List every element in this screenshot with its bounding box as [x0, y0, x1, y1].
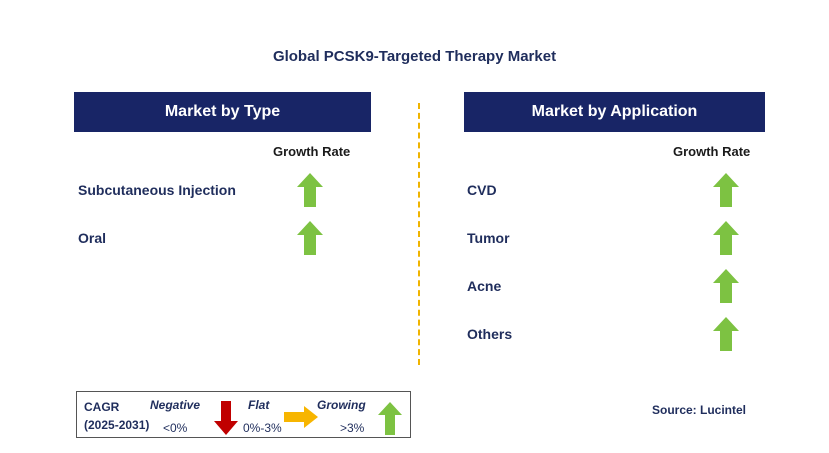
- legend-flat-range: 0%-3%: [243, 421, 282, 435]
- source-credit: Source: Lucintel: [652, 403, 747, 417]
- growth-up-arrow-icon: [297, 173, 323, 207]
- application-item-label: Tumor: [467, 230, 510, 246]
- flat-right-arrow-icon: [284, 406, 318, 428]
- application-growth-rate-label: Growth Rate: [673, 144, 751, 159]
- type-panel-header: Market by Type: [74, 92, 371, 132]
- page-title: Global PCSK9-Targeted Therapy Market: [272, 48, 557, 65]
- negative-down-arrow-icon: [214, 401, 238, 435]
- legend-flat-label: Flat: [248, 398, 270, 412]
- application-item-label: Acne: [467, 278, 502, 294]
- growth-up-arrow-icon: [713, 317, 739, 351]
- legend-growing-label: Growing: [317, 398, 366, 412]
- growing-up-arrow-icon: [378, 402, 402, 435]
- legend-growing-range: >3%: [340, 421, 365, 435]
- type-growth-rate-label: Growth Rate: [273, 144, 351, 159]
- legend-period: (2025-2031): [84, 418, 150, 432]
- application-panel-header: Market by Application: [464, 92, 765, 132]
- growth-up-arrow-icon: [713, 173, 739, 207]
- growth-up-arrow-icon: [713, 221, 739, 255]
- application-item-label: Others: [467, 326, 513, 342]
- cagr-legend: [76, 391, 411, 438]
- legend-cagr-label: CAGR: [84, 400, 120, 414]
- panel-divider: [418, 103, 420, 365]
- type-item-label: Subcutaneous Injection: [78, 182, 236, 198]
- growth-up-arrow-icon: [297, 221, 323, 255]
- growth-up-arrow-icon: [713, 269, 739, 303]
- legend-negative-range: <0%: [163, 421, 188, 435]
- application-item-label: CVD: [467, 182, 497, 198]
- type-item-label: Oral: [78, 230, 107, 246]
- legend-negative-label: Negative: [150, 398, 201, 412]
